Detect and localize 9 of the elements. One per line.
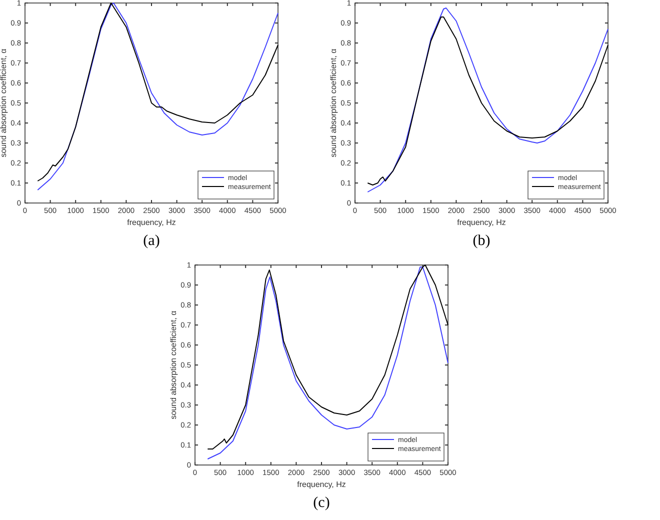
x-axis-title: frequency, Hz <box>297 480 346 489</box>
text: (c) <box>313 495 330 511</box>
y-axis-title: sound absorption coefficient, α <box>0 48 8 158</box>
y-axis-title: sound absorption coefficient, α <box>169 310 178 420</box>
x-axis-title: frequency, Hz <box>127 218 176 227</box>
x-axis-title: frequency, Hz <box>457 218 506 227</box>
y-axis-title: sound absorption coefficient, α <box>329 48 338 158</box>
text: (b) <box>472 233 490 249</box>
text: (a) <box>143 233 160 249</box>
